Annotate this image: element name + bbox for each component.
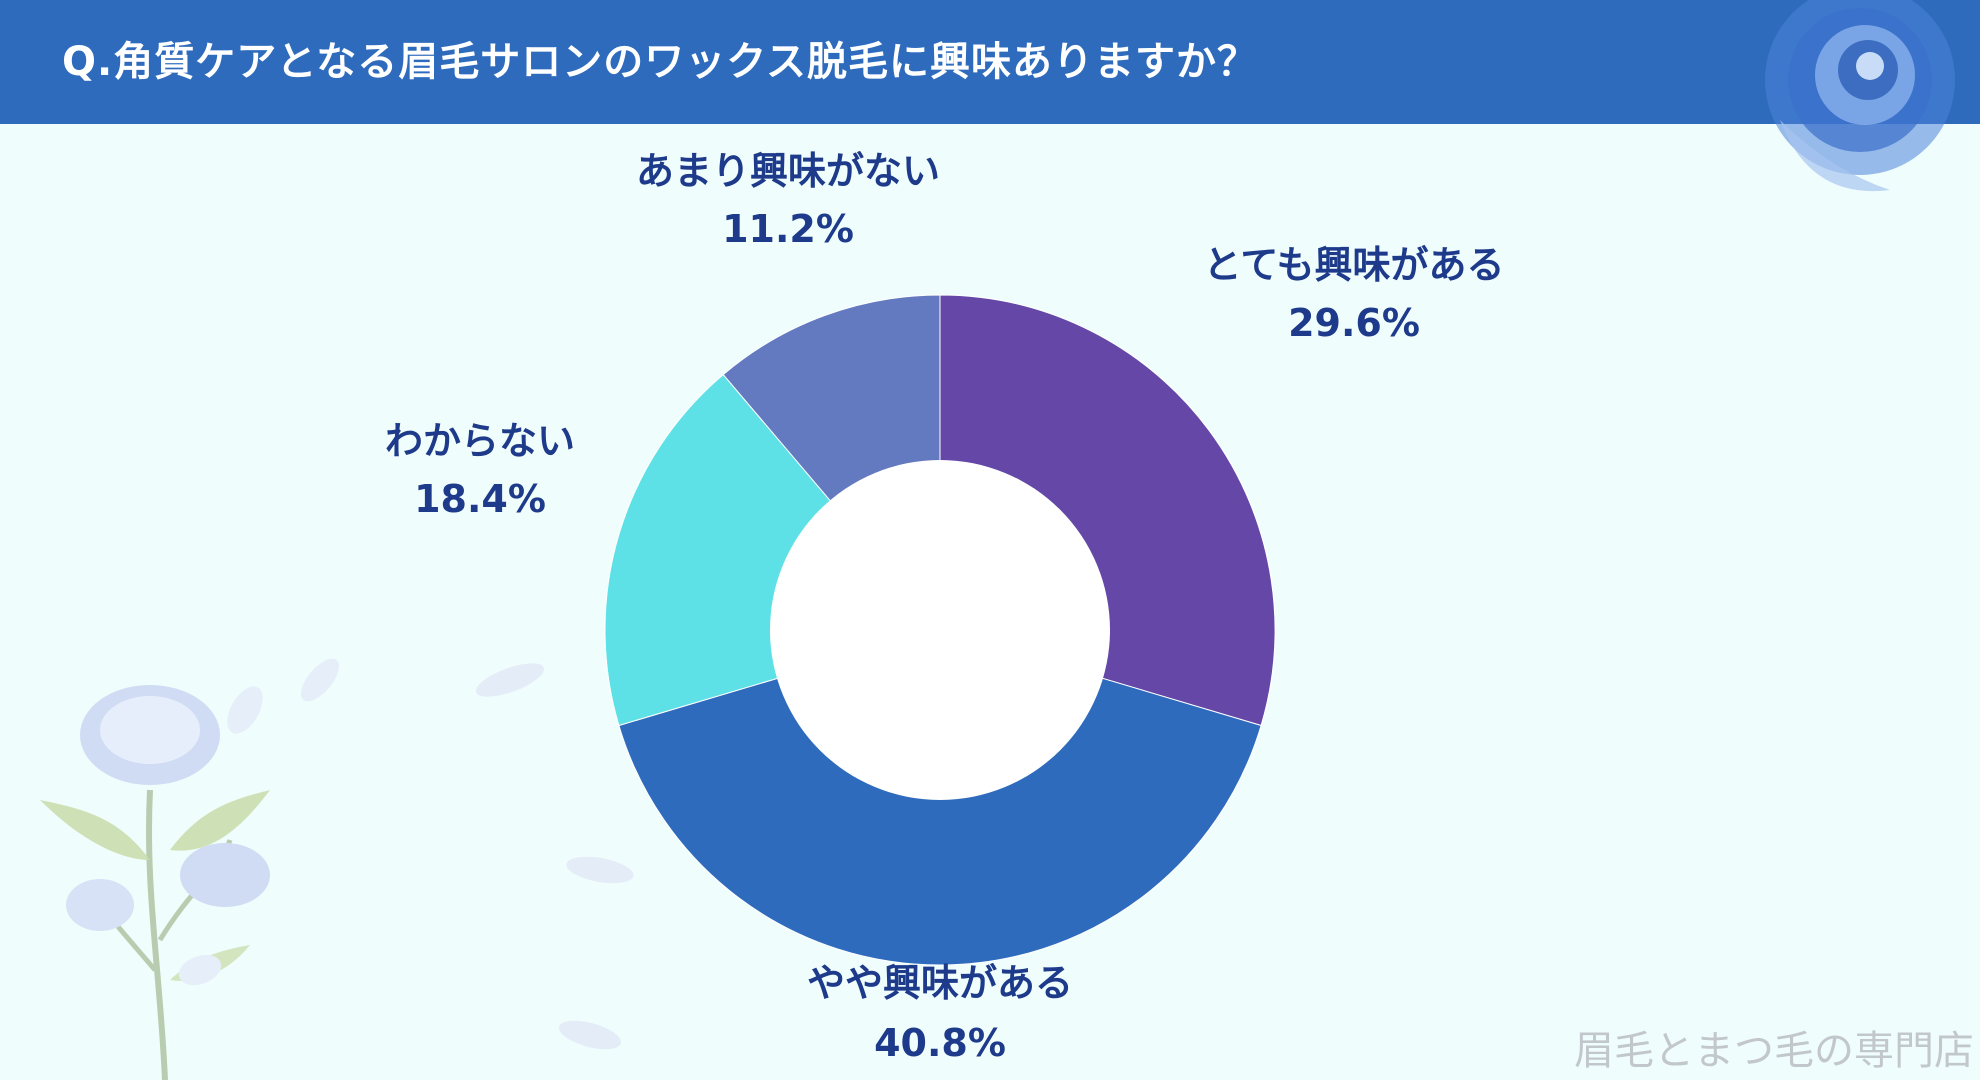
flower-decoration-bottom-left	[40, 658, 340, 1080]
slice-value-yaya: 40.8%	[874, 1021, 1006, 1065]
slice-label-totemo: とても興味がある	[1204, 243, 1505, 287]
page-title: Q.角質ケアとなる眉毛サロンのワックス脱毛に興味ありますか？	[62, 39, 1258, 85]
slice-label-wakaranai: わからない	[385, 419, 575, 463]
slice-value-wakaranai: 18.4%	[414, 477, 546, 521]
slice-label-yaya: やや興味がある	[807, 961, 1073, 1005]
header-bar: Q.角質ケアとなる眉毛サロンのワックス脱毛に興味ありますか？	[0, 0, 1980, 124]
rose-decoration-top-right	[1765, 0, 1955, 192]
watermark-text: 眉毛とまつ毛の専門店	[1574, 1028, 1974, 1074]
slice-value-amari: 11.2%	[722, 207, 854, 251]
petal-decoration	[558, 1020, 622, 1050]
slice-value-totemo: 29.6%	[1288, 301, 1420, 345]
slice-label-amari: あまり興味がない	[636, 149, 940, 193]
donut-hole	[770, 460, 1110, 800]
petal-decoration	[475, 663, 634, 884]
